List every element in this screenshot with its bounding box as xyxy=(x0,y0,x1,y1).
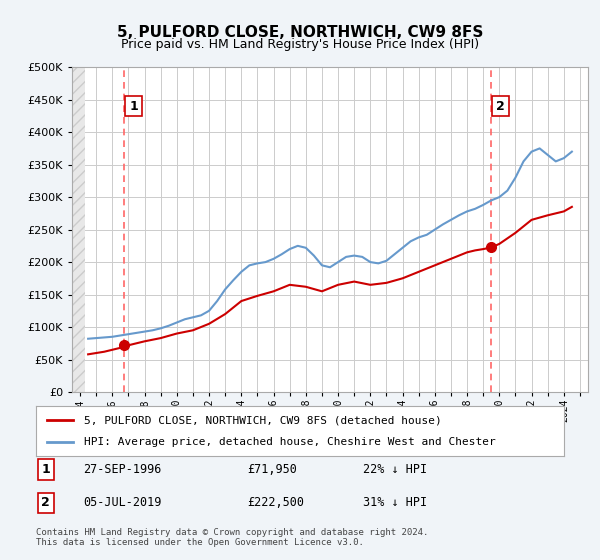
Text: 1: 1 xyxy=(129,100,138,113)
Text: HPI: Average price, detached house, Cheshire West and Chester: HPI: Average price, detached house, Ches… xyxy=(83,437,495,447)
Text: Price paid vs. HM Land Registry's House Price Index (HPI): Price paid vs. HM Land Registry's House … xyxy=(121,38,479,50)
Text: 05-JUL-2019: 05-JUL-2019 xyxy=(83,496,162,509)
Text: 31% ↓ HPI: 31% ↓ HPI xyxy=(364,496,427,509)
Text: 1: 1 xyxy=(41,463,50,476)
Text: Contains HM Land Registry data © Crown copyright and database right 2024.
This d: Contains HM Land Registry data © Crown c… xyxy=(36,528,428,547)
Text: 27-SEP-1996: 27-SEP-1996 xyxy=(83,463,162,476)
Text: 2: 2 xyxy=(496,100,505,113)
Text: £71,950: £71,950 xyxy=(247,463,297,476)
Text: 5, PULFORD CLOSE, NORTHWICH, CW9 8FS (detached house): 5, PULFORD CLOSE, NORTHWICH, CW9 8FS (de… xyxy=(83,415,441,425)
Text: 5, PULFORD CLOSE, NORTHWICH, CW9 8FS: 5, PULFORD CLOSE, NORTHWICH, CW9 8FS xyxy=(117,25,483,40)
Text: 2: 2 xyxy=(41,496,50,509)
Text: 22% ↓ HPI: 22% ↓ HPI xyxy=(364,463,427,476)
Text: £222,500: £222,500 xyxy=(247,496,304,509)
